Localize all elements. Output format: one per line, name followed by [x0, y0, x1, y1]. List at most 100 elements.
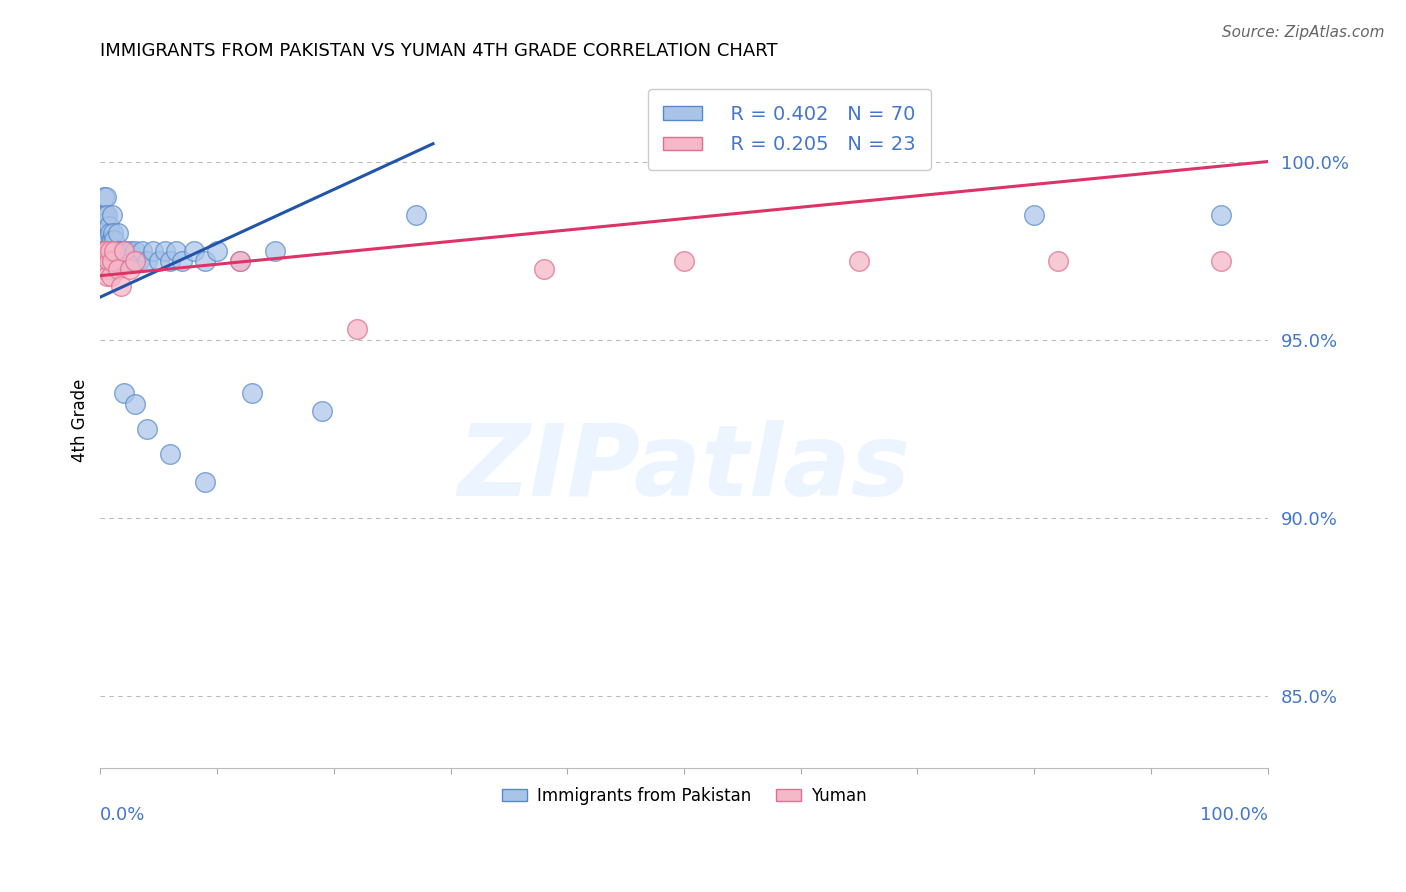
Point	[96, 254, 118, 268]
Point	[93, 190, 115, 204]
Point	[118, 244, 141, 258]
Point	[93, 244, 115, 258]
Point	[101, 254, 124, 268]
Point	[110, 244, 132, 258]
Text: Source: ZipAtlas.com: Source: ZipAtlas.com	[1222, 25, 1385, 40]
Point	[100, 233, 122, 247]
Point	[101, 254, 124, 268]
Point	[107, 244, 129, 258]
Point	[1209, 254, 1232, 268]
Point	[100, 254, 122, 268]
Point	[114, 254, 136, 268]
Point	[111, 254, 134, 268]
Point	[103, 233, 125, 247]
Point	[118, 261, 141, 276]
Point	[97, 219, 120, 233]
Point	[93, 261, 115, 276]
Point	[98, 244, 121, 258]
Point	[311, 404, 333, 418]
Point	[159, 447, 181, 461]
Point	[153, 244, 176, 258]
Point	[136, 254, 159, 268]
Point	[104, 244, 127, 258]
Point	[94, 254, 117, 268]
Point	[90, 244, 112, 258]
Point	[112, 386, 135, 401]
Point	[107, 261, 129, 276]
Point	[194, 475, 217, 490]
Point	[229, 254, 252, 268]
Point	[91, 226, 114, 240]
Point	[108, 244, 131, 258]
Point	[91, 254, 114, 268]
Point	[97, 254, 120, 268]
Point	[96, 268, 118, 283]
Point	[346, 322, 368, 336]
Text: 100.0%: 100.0%	[1199, 806, 1268, 824]
Point	[90, 244, 112, 258]
Legend: Immigrants from Pakistan, Yuman: Immigrants from Pakistan, Yuman	[495, 780, 873, 812]
Point	[103, 226, 125, 240]
Point	[91, 261, 114, 276]
Point	[90, 261, 112, 276]
Point	[240, 386, 263, 401]
Point	[115, 244, 138, 258]
Point	[194, 254, 217, 268]
Point	[96, 190, 118, 204]
Point	[94, 244, 117, 258]
Point	[103, 254, 125, 268]
Point	[107, 226, 129, 240]
Point	[110, 279, 132, 293]
Point	[112, 244, 135, 258]
Point	[96, 208, 118, 222]
Point	[94, 261, 117, 276]
Point	[94, 208, 117, 222]
Point	[96, 233, 118, 247]
Point	[112, 244, 135, 258]
Point	[97, 261, 120, 276]
Point	[103, 244, 125, 258]
Point	[1209, 208, 1232, 222]
Point	[121, 254, 143, 268]
Point	[100, 268, 122, 283]
Point	[98, 226, 121, 240]
Point	[105, 254, 128, 268]
Point	[165, 244, 187, 258]
Point	[229, 254, 252, 268]
Point	[103, 244, 125, 258]
Point	[1046, 254, 1069, 268]
Point	[93, 244, 115, 258]
Point	[96, 244, 118, 258]
Point	[96, 215, 118, 229]
Point	[128, 254, 150, 268]
Point	[142, 244, 165, 258]
Point	[93, 208, 115, 222]
Point	[1024, 208, 1046, 222]
Point	[124, 397, 146, 411]
Point	[672, 254, 695, 268]
Point	[96, 244, 118, 258]
Point	[101, 208, 124, 222]
Text: ZIPatlas: ZIPatlas	[457, 420, 911, 517]
Point	[108, 254, 131, 268]
Point	[183, 244, 205, 258]
Point	[136, 422, 159, 436]
Point	[405, 208, 427, 222]
Point	[101, 233, 124, 247]
Point	[205, 244, 228, 258]
Point	[170, 254, 193, 268]
Point	[159, 254, 181, 268]
Point	[848, 254, 870, 268]
Point	[264, 244, 287, 258]
Point	[98, 244, 121, 258]
Y-axis label: 4th Grade: 4th Grade	[72, 378, 89, 462]
Point	[124, 254, 146, 268]
Point	[97, 244, 120, 258]
Text: IMMIGRANTS FROM PAKISTAN VS YUMAN 4TH GRADE CORRELATION CHART: IMMIGRANTS FROM PAKISTAN VS YUMAN 4TH GR…	[100, 42, 778, 60]
Point	[91, 244, 114, 258]
Point	[131, 244, 153, 258]
Point	[148, 254, 170, 268]
Point	[533, 261, 555, 276]
Text: 0.0%: 0.0%	[100, 806, 146, 824]
Point	[124, 244, 146, 258]
